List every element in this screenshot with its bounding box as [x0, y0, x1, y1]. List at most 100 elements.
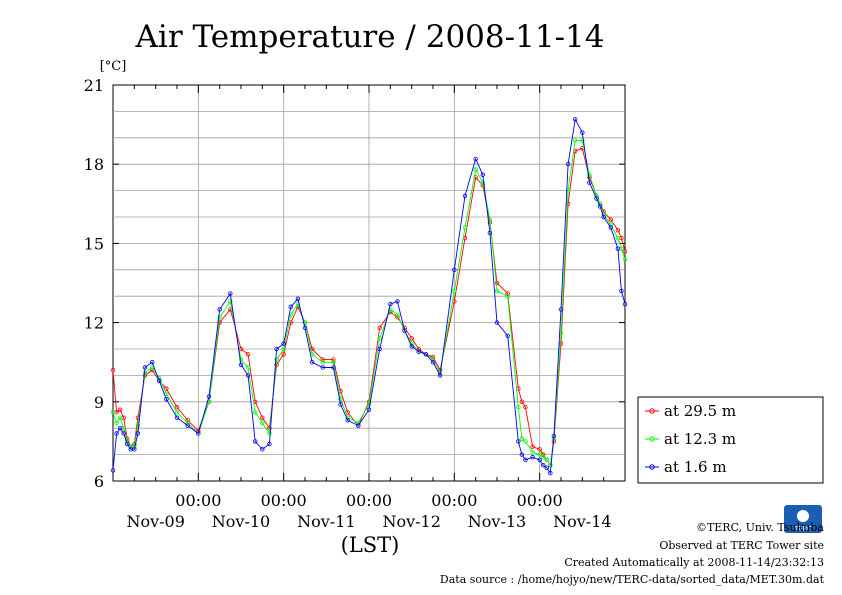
data-point [423, 352, 429, 357]
data-point [185, 418, 190, 423]
data-point [142, 365, 148, 370]
data-point [395, 312, 400, 317]
data-point [601, 214, 606, 220]
data-point [174, 415, 180, 420]
data-point [185, 423, 190, 428]
data-point [519, 436, 525, 441]
data-point [551, 433, 557, 439]
data-point [622, 257, 628, 262]
data-point [573, 117, 578, 122]
data-point [541, 455, 546, 460]
series-at-1-6-m [110, 117, 628, 476]
data-point [608, 217, 613, 222]
data-point [281, 346, 286, 352]
data-point [516, 439, 521, 444]
data-point [338, 396, 343, 402]
data-point [260, 415, 265, 420]
legend: at 29.5 m at 12.3 m at 1.6 m [637, 396, 824, 484]
data-point [253, 439, 258, 444]
data-point [615, 227, 621, 233]
x-axis-ticks: 00:00 00:00 00:00 00:00 00:00 Nov-09 Nov-10 Nov… [126, 85, 612, 531]
data-point [388, 307, 393, 312]
data-point [537, 447, 542, 452]
data-point [487, 230, 493, 236]
data-point [206, 394, 212, 399]
data-point [245, 352, 251, 357]
data-point [281, 352, 286, 357]
data-point [377, 346, 382, 352]
data-point [395, 299, 400, 304]
y-axis-ticks: 6 9 12 15 18 21 [84, 76, 625, 491]
data-point [274, 346, 279, 352]
data-point [544, 465, 549, 470]
water-drop-icon [797, 510, 809, 522]
data-point [608, 225, 613, 230]
data-point [345, 418, 350, 423]
data-point [135, 423, 141, 428]
y-tick-label: 18 [84, 155, 104, 174]
data-point [267, 431, 272, 436]
data-point [132, 447, 137, 452]
legend-label: at 12.3 m [664, 430, 736, 448]
data-point [541, 462, 546, 468]
credit-created: Created Automatically at 2008-11-14/23:3… [564, 556, 824, 569]
data-point [164, 396, 169, 402]
legend-box [637, 396, 824, 484]
credit-observed: Observed at TERC Tower site [659, 539, 824, 552]
data-point [452, 267, 457, 272]
data-point [452, 288, 457, 294]
data-point [302, 325, 308, 331]
data-point [338, 402, 343, 407]
data-point [505, 294, 510, 299]
data-point [519, 399, 525, 404]
data-point [548, 462, 553, 468]
data-point [309, 346, 315, 352]
data-point [473, 156, 478, 162]
chart-title: Air Temperature / 2008-11-14 [135, 19, 605, 55]
data-point [260, 420, 265, 426]
terc-logo: TERC [784, 505, 822, 533]
logo-text: TERC [793, 525, 812, 533]
data-point [409, 344, 414, 349]
data-point [320, 357, 325, 362]
data-point [281, 341, 286, 346]
data-point [480, 172, 485, 177]
data-point [245, 373, 251, 378]
data-point [295, 301, 301, 307]
data-point [573, 138, 578, 143]
data-point [580, 130, 585, 135]
data-point [320, 365, 325, 370]
data-point [558, 330, 564, 336]
data-point [320, 360, 325, 365]
data-point [114, 431, 119, 436]
data-point [309, 360, 315, 365]
data-point [622, 249, 628, 254]
data-point [615, 246, 621, 251]
data-point [494, 288, 500, 294]
data-point [117, 415, 123, 420]
y-tick-label: 12 [84, 314, 104, 333]
data-point [110, 410, 116, 415]
data-point [587, 172, 592, 177]
data-point [174, 410, 180, 415]
data-point [217, 315, 222, 320]
data-point [615, 235, 621, 241]
data-point [366, 402, 372, 407]
data-point [388, 301, 393, 307]
data-point [196, 431, 201, 436]
data-point [462, 193, 468, 199]
data-point [149, 360, 155, 365]
data-point [537, 457, 542, 463]
data-point [523, 439, 528, 444]
data-point [274, 357, 279, 362]
data-point [505, 333, 510, 338]
data-point [480, 180, 485, 185]
data-point [544, 457, 549, 463]
data-point [505, 291, 510, 296]
data-point [157, 378, 162, 383]
legend-marker [649, 436, 655, 442]
data-point [409, 336, 414, 341]
data-point [110, 367, 116, 373]
data-point [114, 420, 119, 426]
